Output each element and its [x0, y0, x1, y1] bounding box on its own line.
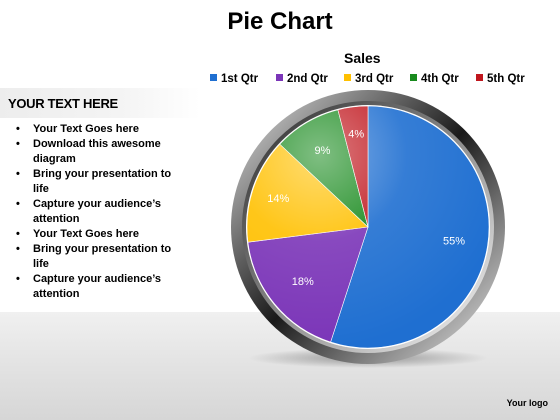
left-header: YOUR TEXT HERE — [8, 96, 118, 111]
legend-label: 1st Qtr — [221, 73, 259, 85]
pie-data-label: 9% — [314, 145, 330, 157]
legend-swatch — [344, 74, 351, 81]
pie-data-label: 18% — [292, 276, 314, 288]
legend-swatch — [210, 74, 217, 81]
pie-data-label: 14% — [267, 193, 289, 205]
legend-item-4th-qtr: 4th Qtr — [410, 73, 459, 85]
slide-title: Pie Chart — [227, 8, 333, 35]
bullet-item: Capture your audience’s attention — [16, 272, 176, 302]
legend-label: 4th Qtr — [421, 73, 459, 85]
bullet-item: Your Text Goes here — [16, 227, 176, 242]
bullet-item: Bring your presentation to life — [16, 242, 176, 272]
pie-slices — [246, 105, 490, 349]
legend-item-5th-qtr: 5th Qtr — [476, 73, 525, 85]
chart-title: Sales — [344, 50, 381, 66]
bullet-item: Bring your presentation to life — [16, 167, 176, 197]
legend-swatch — [476, 74, 483, 81]
legend-label: 3rd Qtr — [355, 73, 394, 85]
legend-swatch — [276, 74, 283, 81]
logo-text: Your logo — [506, 398, 548, 408]
left-header-band — [0, 88, 200, 118]
bullet-item: Download this awesome diagram — [16, 137, 176, 167]
pie-data-label: 55% — [443, 236, 465, 248]
pie-data-labels: 55% 18% 14% 9% 4% — [267, 128, 465, 288]
bullet-item: Capture your audience’s attention — [16, 197, 176, 227]
bullet-list: Your Text Goes here Download this awesom… — [16, 122, 176, 302]
legend-label: 2nd Qtr — [287, 73, 328, 85]
legend-item-2nd-qtr: 2nd Qtr — [276, 73, 328, 85]
pie-data-label: 4% — [348, 128, 364, 140]
legend-swatch — [410, 74, 417, 81]
bullet-item: Your Text Goes here — [16, 122, 176, 137]
legend-label: 5th Qtr — [487, 73, 525, 85]
legend-item-1st-qtr: 1st Qtr — [210, 73, 258, 85]
legend-item-3rd-qtr: 3rd Qtr — [344, 73, 393, 85]
